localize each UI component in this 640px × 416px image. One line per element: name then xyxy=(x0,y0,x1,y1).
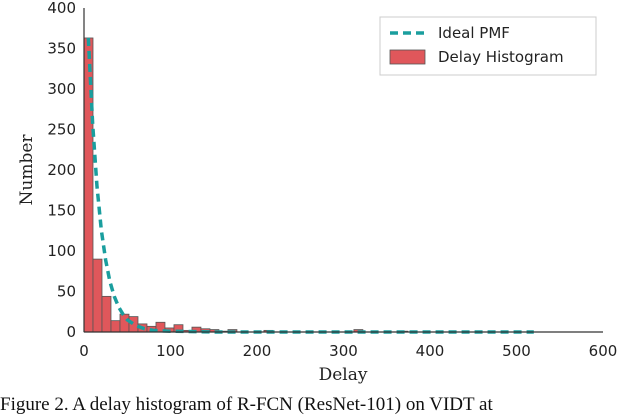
legend-hist-swatch xyxy=(389,49,426,65)
y-tick-label: 300 xyxy=(47,80,76,98)
y-tick-label: 0 xyxy=(66,323,76,341)
ideal-pmf-line xyxy=(86,37,534,334)
legend-pmf-label: Ideal PMF xyxy=(438,24,510,42)
x-tick-label: 600 xyxy=(589,342,618,360)
histogram-bar xyxy=(110,320,121,333)
y-tick-label: 100 xyxy=(47,242,76,260)
x-tick-label: 300 xyxy=(329,342,358,360)
y-tick-label: 200 xyxy=(47,161,76,179)
histogram-bars xyxy=(83,37,409,333)
y-tick-label: 50 xyxy=(57,283,76,301)
x-tick-labels: 0 100 200 300 400 500 600 xyxy=(79,342,617,360)
x-tick-label: 0 xyxy=(79,342,89,360)
x-tick-label: 400 xyxy=(416,342,445,360)
histogram-bar xyxy=(92,258,103,333)
x-tick-label: 100 xyxy=(156,342,185,360)
x-tick-label: 200 xyxy=(243,342,272,360)
y-tick-label: 250 xyxy=(47,121,76,139)
legend: Ideal PMF Delay Histogram xyxy=(379,16,597,76)
y-tick-labels: 0 50 100 150 200 250 300 350 400 xyxy=(47,0,76,341)
x-tick-label: 500 xyxy=(502,342,531,360)
y-tick-label: 350 xyxy=(47,40,76,58)
y-tick-label: 400 xyxy=(47,0,76,17)
y-axis-label: Number xyxy=(17,134,37,206)
delay-histogram-chart: 0 100 200 300 400 500 600 0 50 100 150 200 250 300 35… xyxy=(17,0,617,385)
legend-box xyxy=(379,16,597,76)
x-axis-label: Delay xyxy=(319,365,368,385)
y-tick-label: 150 xyxy=(47,202,76,220)
figure-caption: Figure 2. A delay histogram of R-FCN (Re… xyxy=(0,394,493,415)
histogram-bar xyxy=(128,316,139,333)
legend-hist-label: Delay Histogram xyxy=(438,48,564,66)
histogram-bar xyxy=(101,295,112,333)
histogram-bar xyxy=(119,313,130,333)
